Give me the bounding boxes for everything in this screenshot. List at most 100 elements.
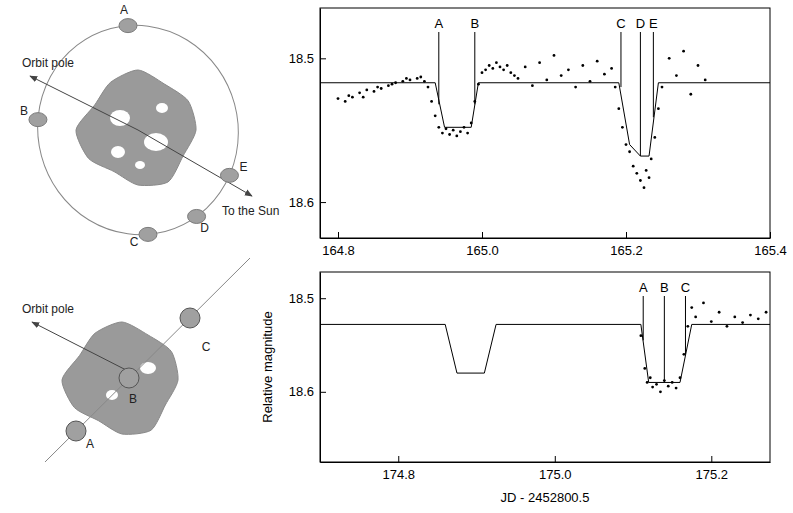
data-point (351, 96, 354, 99)
data-point (659, 390, 662, 393)
data-point (448, 133, 451, 136)
data-point (704, 78, 707, 81)
x-tick: 165.0 (466, 232, 499, 258)
data-point (347, 94, 350, 97)
crater (111, 146, 125, 158)
figure: 164.8165.0165.2165.418.518.6ABCDE174.817… (0, 0, 793, 513)
annotation-label: D (636, 16, 645, 31)
data-point (553, 54, 556, 57)
x-axis-line (321, 462, 771, 463)
plot-frame (320, 272, 770, 462)
y-axis: 18.5 18.6 (289, 273, 326, 463)
data-point (362, 96, 365, 99)
data-point (632, 165, 635, 168)
x-tick-label: 164.8 (322, 243, 355, 258)
annotation-label: B (660, 280, 669, 295)
data-point (689, 93, 692, 96)
x-tick-mark (626, 232, 627, 238)
data-point (491, 67, 494, 70)
orbit (14, 3, 262, 258)
data-point (560, 74, 563, 77)
model-line (320, 83, 770, 156)
data-point (639, 179, 642, 182)
asteroid (62, 322, 178, 434)
moon-label: A (86, 437, 94, 451)
data-point (452, 129, 455, 132)
annotation-label: A (639, 280, 648, 295)
data-point (373, 90, 376, 93)
data-point (617, 107, 620, 110)
data-point (596, 60, 599, 63)
data-point (513, 74, 516, 77)
annotation-line (664, 296, 665, 382)
annotation-line (643, 296, 644, 340)
moon-label: C (202, 340, 211, 354)
figure-svg: 164.8165.0165.2165.418.518.6ABCDE174.817… (0, 0, 793, 513)
orbit-edge-on (45, 258, 250, 462)
annotation-line (653, 32, 654, 117)
data-point (649, 376, 652, 379)
annotation-line (620, 32, 621, 87)
data-point (682, 50, 685, 53)
x-axis: 174.8 175.0 175.2 (321, 456, 771, 482)
asteroid (76, 70, 196, 186)
data-point (405, 77, 408, 80)
data-point (749, 314, 752, 317)
moon (180, 308, 200, 328)
x-tick-label: 175.2 (696, 467, 729, 482)
y-axis-line (320, 273, 321, 463)
data-point (702, 301, 705, 304)
data-point (495, 61, 498, 64)
moon-label: C (130, 235, 139, 249)
data-point (645, 169, 648, 172)
annotation-line (438, 32, 439, 104)
y-tick: 18.6 (289, 195, 326, 210)
y-tick-mark (320, 202, 326, 203)
moon (29, 113, 47, 127)
data-point (710, 320, 713, 323)
crater (135, 161, 145, 169)
data-point (648, 176, 651, 179)
data-point (524, 66, 527, 69)
x-tick-label: 174.8 (382, 467, 415, 482)
data-point (574, 86, 577, 89)
moon-label: E (239, 160, 247, 174)
annotation-label: A (434, 16, 443, 31)
data-point (667, 385, 670, 388)
y-tick: 18.6 (289, 384, 326, 399)
data-point (538, 61, 541, 64)
data-point (387, 84, 390, 87)
y-tick-label: 18.5 (289, 51, 314, 66)
data-point (437, 126, 440, 129)
x-tick: 174.8 (382, 456, 415, 482)
annotation-line (640, 32, 641, 156)
x-tick: 165.2 (610, 232, 643, 258)
data-point (441, 132, 444, 135)
y-tick: 18.5 (289, 291, 326, 306)
data-point (675, 387, 678, 390)
data-point (434, 114, 437, 117)
data-point (376, 86, 379, 89)
y-axis: 18.5 18.6 (289, 9, 326, 239)
data-point (358, 91, 361, 94)
data-point (675, 74, 678, 77)
model-line (320, 324, 770, 382)
data-point (419, 76, 422, 79)
x-tick-label: 175.0 (539, 467, 572, 482)
data-point (427, 86, 430, 89)
annotation-label: C (681, 280, 690, 295)
data-point (614, 86, 617, 89)
moon-label: B (129, 392, 137, 406)
data-point (344, 100, 347, 103)
plot-marks (320, 50, 770, 189)
data-point (466, 132, 469, 135)
data-point (686, 325, 689, 328)
pole-label: Orbit pole (22, 56, 74, 70)
data-point (650, 158, 653, 161)
data-point (581, 64, 584, 67)
y-axis-line (320, 9, 321, 239)
diagram-bottom: Orbit poleABC (22, 258, 250, 462)
x-tick: 165.4 (754, 232, 787, 258)
data-point (625, 143, 628, 146)
annotation-line (474, 32, 475, 104)
